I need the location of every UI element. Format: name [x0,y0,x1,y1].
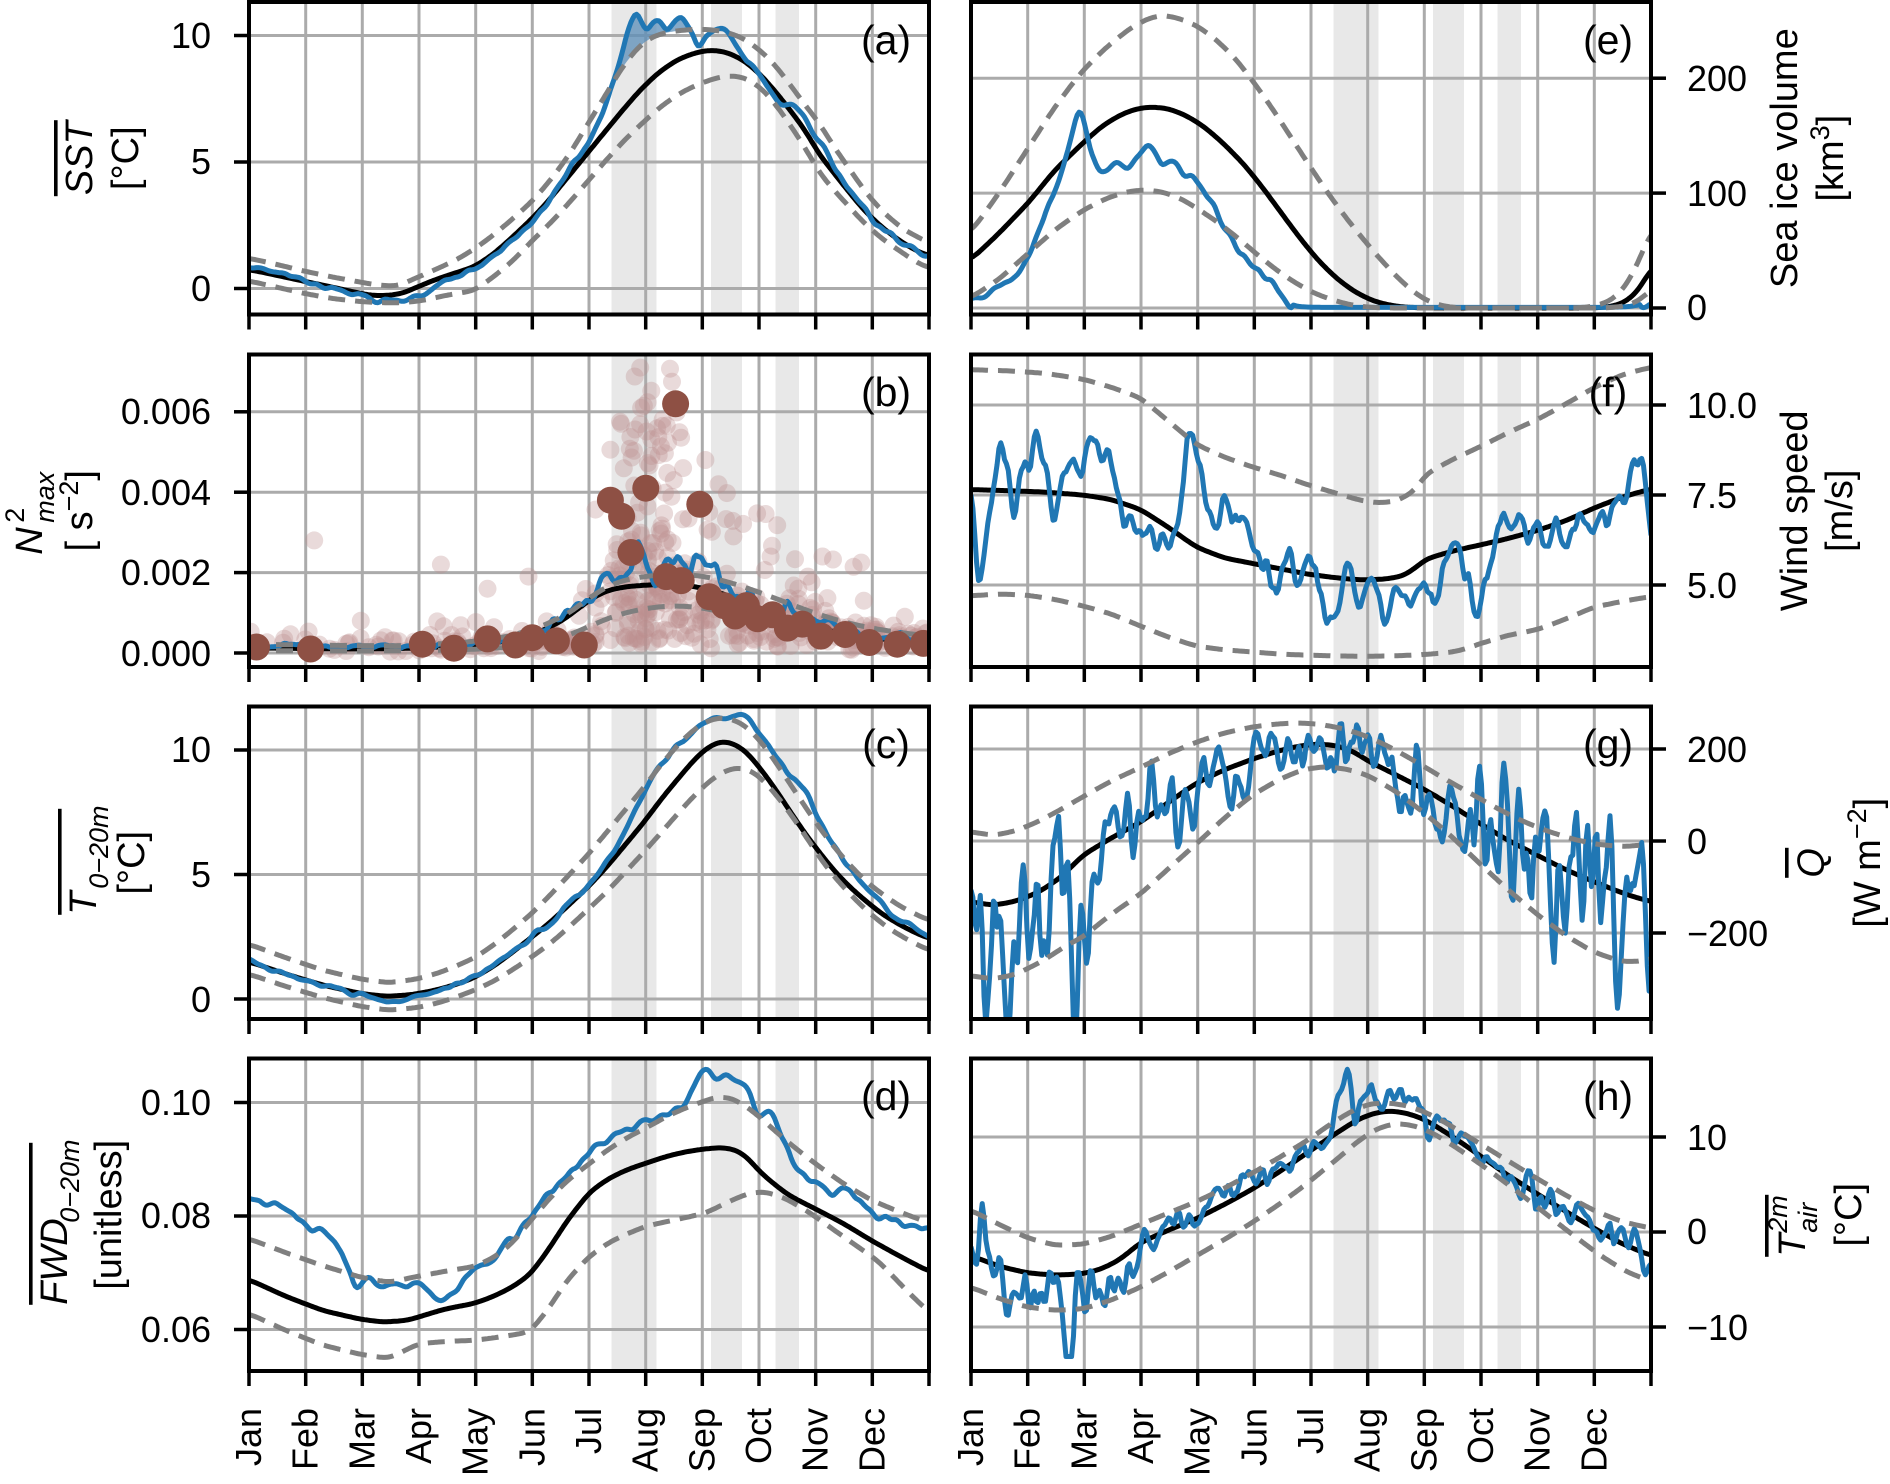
svg-text:Sep: Sep [1403,1408,1444,1472]
svg-text:(h): (h) [1583,1073,1633,1119]
svg-text:air: air [1793,1202,1823,1233]
svg-text:Jul: Jul [1290,1408,1331,1454]
svg-text:0: 0 [1687,287,1707,328]
svg-text:Oct: Oct [738,1408,779,1464]
svg-text:Wind speed: Wind speed [1774,410,1816,611]
svg-text:(c): (c) [862,721,910,767]
svg-text:0: 0 [191,979,211,1020]
svg-text:Oct: Oct [1460,1408,1501,1464]
svg-text:Q: Q [1791,848,1833,878]
svg-text:0: 0 [1687,1211,1707,1252]
svg-text:Jul: Jul [568,1408,609,1454]
svg-text:10: 10 [1687,1117,1727,1158]
svg-text:May: May [1177,1408,1218,1476]
svg-text:7.5: 7.5 [1687,475,1737,516]
svg-text:Feb: Feb [1007,1408,1048,1470]
svg-text:0.006: 0.006 [121,391,211,432]
svg-text:0.004: 0.004 [121,472,211,513]
svg-text:Apr: Apr [1120,1408,1161,1464]
svg-text:[unitless]: [unitless] [88,1140,130,1290]
svg-text:Aug: Aug [625,1408,666,1472]
svg-text:0: 0 [1687,821,1707,862]
svg-text:Sea ice volume: Sea ice volume [1764,28,1806,288]
svg-text:FWD: FWD [34,1218,76,1305]
svg-text:10.0: 10.0 [1687,385,1757,426]
svg-text:Jun: Jun [1233,1408,1274,1466]
svg-text:(a): (a) [861,17,911,63]
svg-text:200: 200 [1687,58,1747,99]
svg-text:[°C]: [°C] [111,831,153,895]
svg-text:0.06: 0.06 [141,1309,211,1350]
svg-text:0.000: 0.000 [121,633,211,674]
svg-text:2: 2 [0,508,30,523]
svg-text:Mar: Mar [341,1408,382,1470]
svg-text:0−20m: 0−20m [55,1139,85,1222]
svg-text:5.0: 5.0 [1687,565,1737,606]
svg-text:200: 200 [1687,729,1747,770]
svg-text:Nov: Nov [795,1408,836,1472]
svg-text:100: 100 [1687,173,1747,214]
svg-text:Jun: Jun [511,1408,552,1466]
svg-text:(g): (g) [1583,721,1633,767]
svg-text:0−20m: 0−20m [84,805,114,888]
svg-text:Dec: Dec [1573,1408,1614,1472]
svg-text:May: May [455,1408,496,1476]
svg-text:(d): (d) [861,1073,911,1119]
svg-text:Feb: Feb [285,1408,326,1470]
svg-text:SST: SST [59,118,101,195]
svg-text:(e): (e) [1583,17,1633,63]
svg-text:0.08: 0.08 [141,1195,211,1236]
svg-text:Jan: Jan [228,1408,269,1466]
svg-text:Mar: Mar [1063,1408,1104,1470]
svg-text:max: max [30,470,60,523]
svg-text:Apr: Apr [398,1408,439,1464]
svg-text:Jan: Jan [950,1408,991,1466]
svg-text:N: N [9,527,51,555]
svg-text:Aug: Aug [1347,1408,1388,1472]
svg-text:[°C]: [°C] [1828,1183,1870,1247]
svg-text:Nov: Nov [1517,1408,1558,1472]
svg-text:0.002: 0.002 [121,552,211,593]
svg-text:Sep: Sep [681,1408,722,1472]
svg-text:5: 5 [191,141,211,182]
svg-text:−10: −10 [1687,1307,1748,1348]
svg-text:[m/s]: [m/s] [1819,470,1861,552]
svg-text:0: 0 [191,268,211,309]
svg-text:T: T [63,889,105,915]
svg-text:(f): (f) [1589,369,1628,415]
svg-text:T: T [1772,1231,1814,1257]
svg-text:10: 10 [171,15,211,56]
svg-text:[°C]: [°C] [105,126,147,190]
svg-text:5: 5 [191,854,211,895]
svg-text:(b): (b) [861,369,911,415]
svg-text:Dec: Dec [851,1408,892,1472]
svg-text:10: 10 [171,729,211,770]
svg-text:0.10: 0.10 [141,1082,211,1123]
svg-text:−200: −200 [1687,913,1768,954]
